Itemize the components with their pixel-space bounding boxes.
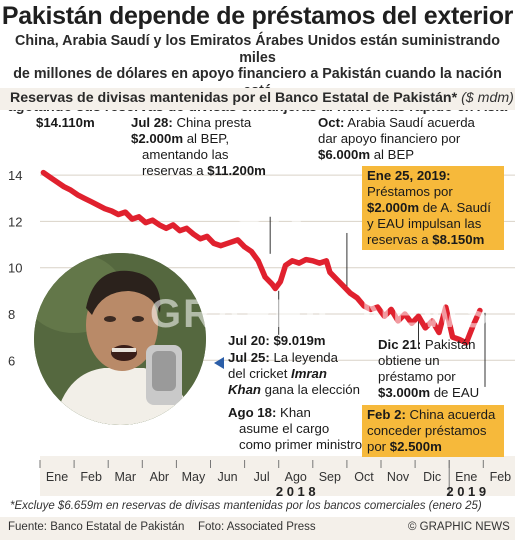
year-label: 2 0 1 9 xyxy=(446,484,486,499)
x-tick-label: Jun xyxy=(217,470,237,484)
year-label: 2 0 1 8 xyxy=(276,484,316,499)
annotation-oct: Oct: Arabia Saudí acuerda dar apoyo fina… xyxy=(318,115,475,162)
watermark-logo: GN xyxy=(230,181,306,234)
portrait-photo xyxy=(34,253,206,425)
chart-title-band xyxy=(0,88,515,110)
y-tick-label: 8 xyxy=(8,307,15,322)
photo-credit: Foto: Associated Press xyxy=(198,521,316,533)
source-credit: Fuente: Banco Estatal de Pakistán xyxy=(8,521,185,533)
watermark-text: GRAPHIC NEWS xyxy=(150,292,490,336)
x-tick-label: May xyxy=(182,470,206,484)
annotation-jul25: Jul 25: La leyenda del cricket Imran Kha… xyxy=(228,350,360,397)
y-tick-label: 12 xyxy=(8,214,22,229)
subtitle-line: China, Arabia Saudí y los Emiratos Árabe… xyxy=(15,33,500,66)
x-tick-label: Oct xyxy=(354,470,374,484)
pointer-triangle xyxy=(214,357,224,369)
start-value-label: $14.110m xyxy=(36,115,95,130)
x-tick-label: Mar xyxy=(114,470,136,484)
x-tick-label: Ene xyxy=(455,470,477,484)
chart-title-text: Reservas de divisas mantenidas por el Ba… xyxy=(10,90,458,106)
chart-title: Reservas de divisas mantenidas por el Ba… xyxy=(10,90,514,106)
portrait-illustration xyxy=(34,253,206,425)
x-tick-label: Ago xyxy=(285,470,307,484)
annotation-jul28: Jul 28: China presta $2.000m al BEP, ame… xyxy=(131,115,266,178)
footnote: *Excluye $6.659m en reservas de divisas … xyxy=(10,500,482,512)
chart-unit: ($ mdm) xyxy=(461,90,514,106)
copyright: © GRAPHIC NEWS xyxy=(408,521,510,533)
annotation-jul20: Jul 20: $9.019m xyxy=(228,333,326,348)
x-tick-label: Sep xyxy=(319,470,341,484)
footer: Fuente: Banco Estatal de Pakistán Foto: … xyxy=(0,517,515,540)
x-tick-label: Jul xyxy=(254,470,270,484)
annotation-feb2: Feb 2: China acuerda conceder préstamos … xyxy=(362,405,504,457)
y-tick-label: 6 xyxy=(8,353,15,368)
x-tick-label: Feb xyxy=(80,470,102,484)
y-tick-label: 14 xyxy=(8,168,22,183)
annotation-ene25: Ene 25, 2019: Préstamos por $2.000m de A… xyxy=(362,166,504,250)
annotation-dic21: Dic 21: Pakistán obtiene un préstamo por… xyxy=(378,337,480,400)
page-title: Pakistán depende de préstamos del exteri… xyxy=(1,2,514,30)
y-tick-label: 10 xyxy=(8,261,22,276)
x-tick-label: Dic xyxy=(423,470,441,484)
x-tick-label: Ene xyxy=(46,470,68,484)
series-line xyxy=(40,169,483,346)
annotation-ago18: Ago 18: Khan asume el cargo como primer … xyxy=(228,405,363,452)
x-tick-label: Abr xyxy=(150,470,169,484)
x-axis-band xyxy=(40,456,515,496)
x-tick-label: Feb xyxy=(490,470,512,484)
x-tick-label: Nov xyxy=(387,470,410,484)
